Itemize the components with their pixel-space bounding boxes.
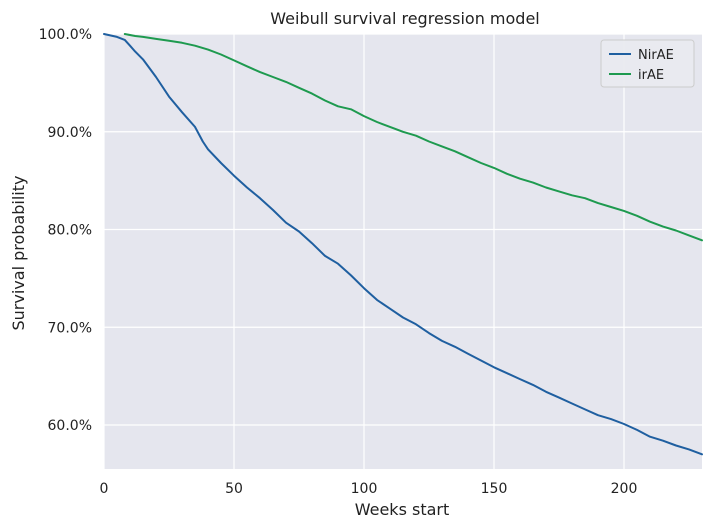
- legend: NirAE irAE: [600, 39, 695, 88]
- y-axis-title: Survival probability: [9, 176, 28, 331]
- legend-label-nirae: NirAE: [638, 48, 674, 63]
- x-tick-label: 100: [351, 481, 378, 497]
- x-tick-label: 200: [611, 481, 638, 497]
- series-line-nirae: [103, 33, 703, 456]
- y-tick-label: 70.0%: [48, 320, 92, 336]
- x-tick-label: 50: [225, 481, 243, 497]
- legend-box: [600, 39, 695, 88]
- series-lines: [103, 33, 703, 456]
- y-tick-label: 90.0%: [48, 125, 92, 141]
- y-tick-label: 60.0%: [48, 418, 92, 434]
- x-tick-label: 150: [481, 481, 508, 497]
- chart-title: Weibull survival regression model: [270, 9, 539, 28]
- x-axis-ticks: 0 50 100 150 200: [100, 481, 638, 497]
- legend-label-irae: irAE: [638, 68, 664, 83]
- series-line-irae: [123, 33, 703, 242]
- y-tick-label: 80.0%: [48, 223, 92, 239]
- x-tick-label: 0: [100, 481, 109, 497]
- y-axis-ticks: 60.0% 70.0% 80.0% 90.0% 100.0%: [39, 27, 92, 434]
- x-axis-title: Weeks start: [355, 500, 450, 519]
- y-tick-label: 100.0%: [39, 27, 92, 43]
- plot-area: [104, 34, 702, 469]
